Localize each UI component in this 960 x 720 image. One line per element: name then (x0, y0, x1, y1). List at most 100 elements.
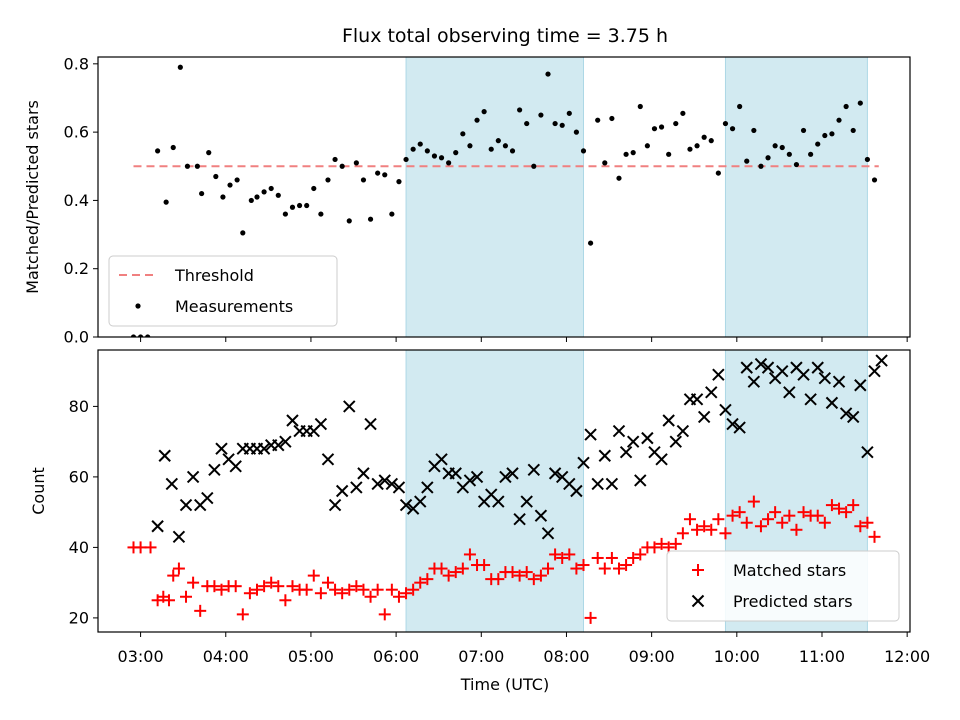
matched-star-marker (236, 608, 249, 621)
predicted-star-marker (634, 474, 647, 487)
matched-star-marker (719, 527, 732, 540)
measurement-point (382, 172, 388, 178)
measurement-point (566, 110, 572, 116)
predicted-star-marker (797, 368, 810, 381)
y-tick-label: 0.2 (64, 259, 89, 278)
matched-star-marker (534, 569, 547, 582)
measurement-point (509, 148, 516, 154)
matched-star-marker (250, 583, 263, 596)
measurement-point (460, 131, 466, 137)
x-tick-label: 10:00 (714, 647, 760, 666)
matched-star-marker (343, 583, 356, 596)
matched-star-marker (265, 576, 278, 589)
measurement-point (609, 115, 615, 122)
matched-star-marker (229, 580, 242, 593)
measurement-point (130, 334, 137, 337)
matched-star-marker (194, 604, 207, 617)
matched-star-marker (172, 562, 185, 575)
predicted-star-marker (754, 357, 768, 371)
measurement-point (751, 127, 757, 134)
matched-star-marker (818, 516, 831, 529)
predicted-star-marker (186, 470, 200, 484)
matched-star-marker (840, 506, 853, 519)
matched-star-marker (612, 562, 625, 575)
predicted-star-marker (548, 467, 562, 480)
matched-star-marker (407, 583, 420, 596)
matched-star-marker (634, 548, 647, 561)
matched-star-marker (797, 506, 810, 519)
measurement-point (644, 143, 650, 149)
matched-star-marker (740, 516, 753, 529)
matched-star-marker (307, 569, 320, 582)
matched-star-marker (854, 520, 867, 533)
predicted-star-marker (690, 393, 704, 406)
y-tick-label: 40 (69, 538, 89, 557)
measurement-point (145, 334, 151, 337)
observing-interval-shade (406, 57, 584, 337)
matched-star-marker (698, 520, 711, 533)
predicted-star-marker (669, 435, 682, 448)
measurement-point (715, 170, 721, 176)
measurement-point (602, 160, 608, 166)
legend-measurement-swatch (135, 303, 141, 309)
measurement-point (389, 211, 395, 217)
matched-star-marker (258, 580, 271, 593)
matched-star-marker (329, 583, 342, 596)
measurement-point (410, 146, 416, 152)
predicted-star-marker (378, 474, 391, 487)
matched-star-marker (669, 537, 682, 550)
measurement-point (708, 138, 714, 144)
predicted-star-marker (357, 467, 370, 480)
matched-star-marker (733, 506, 746, 519)
y-tick-label: 0.6 (64, 123, 89, 142)
predicted-star-marker (215, 442, 228, 455)
predicted-star-marker (541, 527, 555, 540)
predicted-star-marker (655, 453, 668, 466)
matched-star-marker (286, 580, 299, 593)
measurement-point (786, 151, 792, 157)
matched-star-marker (392, 590, 405, 603)
measurement-point (296, 202, 303, 209)
matched-star-marker (691, 523, 704, 536)
matched-star-marker (314, 587, 327, 600)
measurement-point (559, 122, 565, 128)
measurement-point (289, 204, 296, 210)
measurement-point (630, 150, 636, 156)
predicted-star-marker (598, 449, 611, 462)
predicted-star-marker (399, 498, 413, 512)
matched-star-marker (478, 559, 491, 572)
predicted-star-marker (662, 414, 675, 427)
matched-star-marker (620, 559, 633, 572)
matched-star-marker (364, 590, 377, 603)
x-tick-label: 11:00 (799, 647, 845, 666)
predicted-star-marker (321, 453, 335, 466)
measurement-point (227, 182, 233, 188)
predicted-star-marker (818, 371, 832, 385)
predicted-star-marker (158, 449, 171, 462)
matched-star-marker (776, 516, 789, 529)
matched-star-marker (705, 523, 718, 536)
matched-star-marker (272, 580, 285, 593)
matched-star-marker (279, 594, 292, 607)
y-axis-label: Count (29, 467, 48, 515)
predicted-star-marker (371, 477, 384, 491)
matched-star-marker (676, 527, 689, 540)
matched-star-marker (627, 551, 640, 564)
y-axis-label: Matched/Predicted stars (23, 100, 42, 294)
observing-interval-shade (725, 57, 868, 337)
matched-star-marker (371, 583, 384, 596)
measurement-point (857, 100, 863, 106)
measurement-point (163, 199, 169, 205)
predicted-star-marker (626, 435, 640, 448)
predicted-star-marker (570, 484, 583, 498)
measurement-point (701, 134, 707, 140)
measurement-point (213, 173, 219, 180)
predicted-star-marker (343, 400, 356, 413)
matched-star-marker (825, 499, 838, 512)
measurement-point (137, 334, 144, 337)
predicted-star-marker (577, 456, 590, 470)
matched-star-marker (400, 587, 413, 600)
measurement-point (199, 190, 205, 197)
matched-star-marker (563, 548, 576, 561)
predicted-star-marker (854, 379, 867, 392)
